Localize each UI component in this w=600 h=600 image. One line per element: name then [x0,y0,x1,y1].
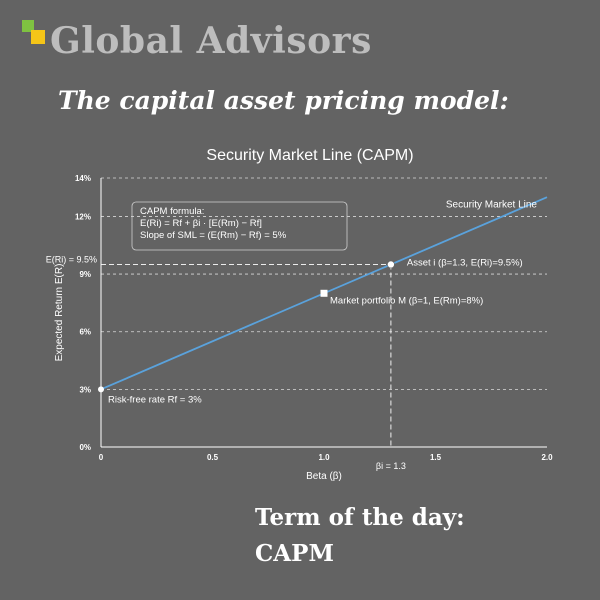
point-asset-i [387,260,395,269]
page-subtitle: The capital asset pricing model: [58,86,509,115]
point-risk-free-label: Risk-free rate Rf = 3% [108,394,202,405]
y-tick-label: 9% [79,270,91,279]
term-heading: Term of the day: [255,504,465,531]
x-tick-label: 0 [99,453,104,462]
brand-name: Global Advisors [50,20,372,62]
point-market-portfolio-label: Market portfolio M (β=1, E(Rm)=8%) [330,295,483,306]
logo-yellow-square [31,30,45,44]
x-tick-label: 1.5 [430,453,442,462]
point-risk-free [98,386,104,393]
x-tick-label: 2.0 [541,453,553,462]
logo-green-square [22,20,34,32]
y-tick-label: 6% [79,328,91,337]
x-tick-label: 0.5 [207,453,219,462]
point-market-portfolio [320,289,328,297]
brand-logo [22,20,48,46]
sml-series-label: Security Market Line [446,199,538,210]
y-tick-label: 0% [79,443,91,452]
y-tick-label: 3% [79,385,91,394]
chart-title: Security Market Line (CAPM) [206,147,414,164]
x-axis-label: Beta (β) [306,471,342,482]
y-axis-label: Expected Return E(R) [54,264,65,362]
term-of-day: Term of the day: CAPM [255,500,465,572]
y-tick-label: 12% [75,212,91,221]
formula-box [131,201,348,251]
formula-line: Slope of SML = (E(Rm) − Rf) = 5% [140,230,287,241]
y-tick-label: 14% [75,174,91,183]
formula-line: E(Ri) = Rf + βi · [E(Rm) − Rf] [140,218,262,229]
term-value: CAPM [255,540,334,567]
ref-label-eri: E(Ri) = 9.5% [46,254,97,264]
formula-line: CAPM formula: [140,206,204,217]
x-tick-label: 1.0 [318,453,330,462]
ref-label-beta-i: βi = 1.3 [376,461,406,471]
point-asset-i-label: Asset i (β=1.3, E(Ri)=9.5%) [407,257,523,268]
